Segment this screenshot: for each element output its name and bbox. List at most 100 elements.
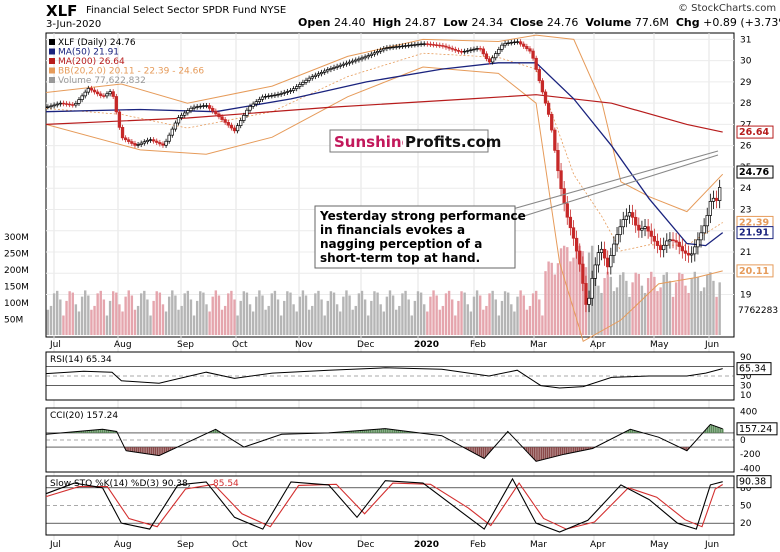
candle-body <box>235 125 240 132</box>
candle-body <box>120 126 125 139</box>
right-value-label: 20.11 <box>739 266 769 277</box>
volume-bar <box>519 290 522 335</box>
volume-bar <box>382 311 385 335</box>
volume-bar <box>301 290 305 335</box>
right-value-label: 26.64 <box>739 127 769 138</box>
candle-body <box>531 50 535 59</box>
candle-body <box>702 225 706 234</box>
volume-bar <box>690 278 693 335</box>
volume-bar <box>373 291 376 335</box>
ohlc-summary: Open 24.40 High 24.87 Low 24.34 Close 24… <box>298 16 780 29</box>
volume-bar <box>195 300 199 335</box>
annotation-line: nagging perception of a <box>320 237 482 251</box>
candle-body <box>77 99 81 104</box>
bottom-x-label: Aug <box>114 540 132 550</box>
candle-body <box>416 43 420 46</box>
candle-body <box>211 107 215 112</box>
candle-body <box>186 110 190 114</box>
volume-bar <box>376 292 379 335</box>
candle-body <box>711 197 716 202</box>
volume-bar <box>183 293 186 335</box>
candle-body <box>46 106 50 108</box>
volume-bar <box>562 245 566 335</box>
candle-body <box>316 73 321 76</box>
candle-body <box>55 103 59 106</box>
volume-bar <box>199 291 202 335</box>
candle-body <box>204 105 209 107</box>
volume-tick-label: 150M <box>4 283 29 293</box>
volume-bar <box>127 290 130 335</box>
volume-bar <box>363 299 367 335</box>
candle-body <box>699 232 703 241</box>
volume-bar <box>223 305 227 335</box>
candle-body <box>239 120 243 126</box>
volume-bar <box>56 290 59 335</box>
candle-body <box>260 96 265 100</box>
candle-body <box>61 102 66 105</box>
chg-value: +0.89 (+3.73%) <box>703 16 780 29</box>
candle-body <box>612 243 616 256</box>
volume-bar <box>311 305 314 335</box>
legend-entry: Volume 77,622,832 <box>58 76 146 86</box>
candle-body <box>453 48 457 51</box>
volume-bar <box>671 296 675 335</box>
volume-bar <box>326 300 329 335</box>
candle-body <box>89 88 94 91</box>
volume-bar <box>52 293 56 335</box>
volume-bar <box>634 272 637 335</box>
volume-bar <box>715 296 718 335</box>
candle-body <box>366 55 370 58</box>
volume-bar <box>242 291 246 335</box>
candle-body <box>718 187 722 201</box>
candle-body <box>543 91 548 104</box>
candle-body <box>602 248 607 259</box>
price-x-label: Feb <box>470 340 486 350</box>
volume-bar <box>357 293 361 335</box>
volume-bar <box>180 305 183 335</box>
candle-body <box>254 101 258 105</box>
candle-body <box>680 246 685 252</box>
candle-body <box>49 105 53 108</box>
volume-bar <box>65 300 68 335</box>
candle-body <box>139 142 143 145</box>
candle-body <box>422 43 426 45</box>
candle-body <box>643 226 647 229</box>
volume-bar <box>351 309 354 335</box>
volume-bar <box>416 291 420 335</box>
candle-body <box>354 59 358 62</box>
candle-body <box>469 49 473 51</box>
volume-bar <box>93 305 96 335</box>
candle-body <box>441 45 445 47</box>
candle-body <box>145 139 150 143</box>
cci-line <box>45 423 723 462</box>
candle-body <box>357 58 361 61</box>
volume-bar <box>423 304 426 335</box>
candle-body <box>229 124 234 129</box>
candle-body <box>195 106 199 108</box>
candle-body <box>584 283 588 305</box>
candle-body <box>385 47 389 49</box>
candle-body <box>528 48 532 52</box>
annotation-line: short-term top at hand. <box>320 251 480 265</box>
volume-bar <box>233 299 236 335</box>
bottom-x-label: Dec <box>357 540 374 550</box>
volume-bar <box>99 290 102 335</box>
volume-bar <box>133 309 137 335</box>
candle-body <box>571 227 576 239</box>
volume-bar <box>395 309 398 335</box>
candle-body <box>341 63 345 66</box>
volume-bar <box>600 292 603 335</box>
sto-last-label: 90.38 <box>739 477 766 488</box>
candle-body <box>705 215 709 227</box>
candle-body <box>394 46 398 48</box>
rsi-last-label: 65.34 <box>739 364 766 375</box>
volume-bar <box>102 299 106 335</box>
volume-bar <box>286 291 289 335</box>
candle-body <box>375 51 380 54</box>
exchange-label: NYSE <box>259 5 287 16</box>
volume-bar <box>693 271 696 335</box>
candle-body <box>484 53 489 60</box>
volume-bar <box>317 290 320 335</box>
candle-body <box>674 240 678 243</box>
candle-body <box>649 230 653 237</box>
